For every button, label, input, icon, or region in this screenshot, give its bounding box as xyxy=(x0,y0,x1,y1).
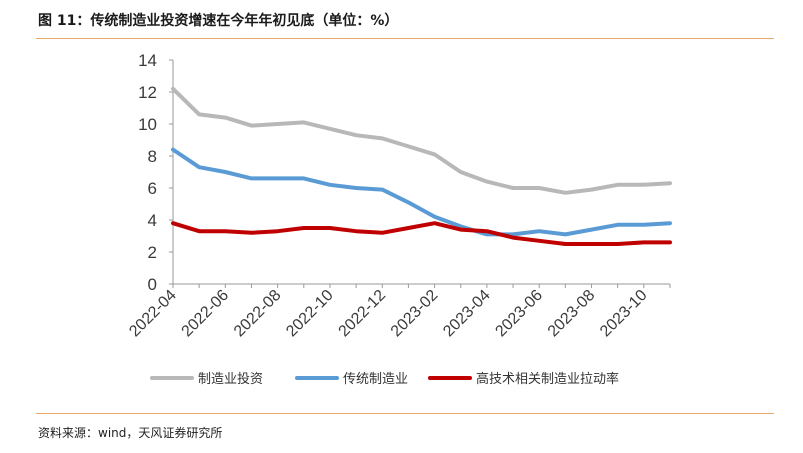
y-tick-label: 6 xyxy=(148,179,157,198)
y-tick-label: 2 xyxy=(148,243,157,262)
y-tick-label: 14 xyxy=(138,51,157,70)
series-line-2 xyxy=(171,147,672,237)
x-tick-label: 2022-08 xyxy=(231,287,285,341)
x-tick-label: 2023-08 xyxy=(545,287,599,341)
top-divider xyxy=(36,38,774,39)
x-tick-label: 2022-04 xyxy=(126,287,180,341)
legend-label-2: 传统制造业 xyxy=(343,372,408,387)
y-tick-label: 4 xyxy=(148,211,157,230)
source-note: 资料来源：wind，天风证券研究所 xyxy=(38,426,223,440)
x-tick-label: 2023-02 xyxy=(388,287,442,341)
x-tick-label: 2022-06 xyxy=(179,287,233,341)
y-tick-label: 0 xyxy=(148,275,157,294)
y-tick-label: 10 xyxy=(138,115,157,134)
plot-area: 024681012142022-042022-062022-082022-102… xyxy=(126,51,672,387)
series-line-3 xyxy=(171,221,672,246)
x-tick-label: 2023-06 xyxy=(492,287,546,341)
x-tick-label: 2023-10 xyxy=(597,287,651,341)
y-tick-label: 8 xyxy=(148,147,157,166)
x-tick-label: 2022-12 xyxy=(336,287,390,341)
legend-label-3: 高技术相关制造业拉动率 xyxy=(476,371,619,387)
x-tick-label: 2023-04 xyxy=(440,287,494,341)
figure-title: 图 11：传统制造业投资增速在今年年初见底（单位：%） xyxy=(38,13,399,29)
series-line-1 xyxy=(171,86,672,195)
legend-label-1: 制造业投资 xyxy=(198,371,263,387)
bottom-divider xyxy=(36,413,774,414)
x-tick-label: 2022-10 xyxy=(283,287,337,341)
y-tick-label: 12 xyxy=(138,83,157,102)
